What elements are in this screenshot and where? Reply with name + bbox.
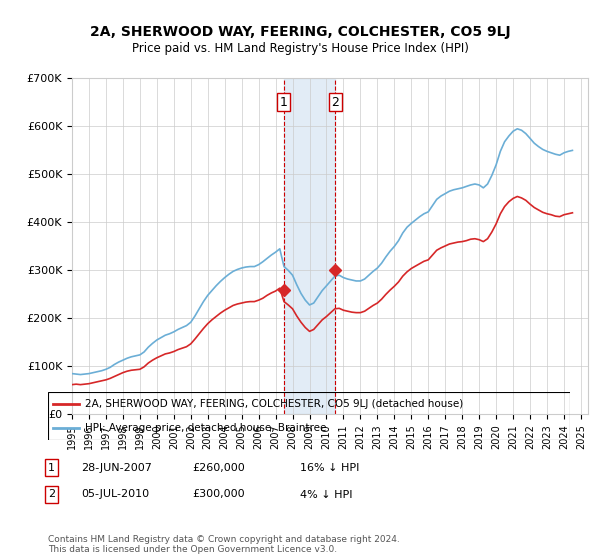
Text: Price paid vs. HM Land Registry's House Price Index (HPI): Price paid vs. HM Land Registry's House … (131, 42, 469, 55)
Text: 1: 1 (280, 96, 288, 109)
Text: 16% ↓ HPI: 16% ↓ HPI (300, 463, 359, 473)
Text: £260,000: £260,000 (192, 463, 245, 473)
Text: HPI: Average price, detached house, Braintree: HPI: Average price, detached house, Brai… (85, 423, 326, 433)
Text: 05-JUL-2010: 05-JUL-2010 (81, 489, 149, 500)
Text: 4% ↓ HPI: 4% ↓ HPI (300, 489, 353, 500)
Bar (284, 78, 335, 414)
Text: 1: 1 (48, 463, 55, 473)
Text: £300,000: £300,000 (192, 489, 245, 500)
Text: 2: 2 (331, 96, 339, 109)
Text: 28-JUN-2007: 28-JUN-2007 (81, 463, 152, 473)
Text: 2A, SHERWOOD WAY, FEERING, COLCHESTER, CO5 9LJ (detached house): 2A, SHERWOOD WAY, FEERING, COLCHESTER, C… (85, 399, 463, 409)
Text: Contains HM Land Registry data © Crown copyright and database right 2024.
This d: Contains HM Land Registry data © Crown c… (48, 535, 400, 554)
Text: 2A, SHERWOOD WAY, FEERING, COLCHESTER, CO5 9LJ: 2A, SHERWOOD WAY, FEERING, COLCHESTER, C… (89, 25, 511, 39)
Text: 2: 2 (48, 489, 55, 500)
